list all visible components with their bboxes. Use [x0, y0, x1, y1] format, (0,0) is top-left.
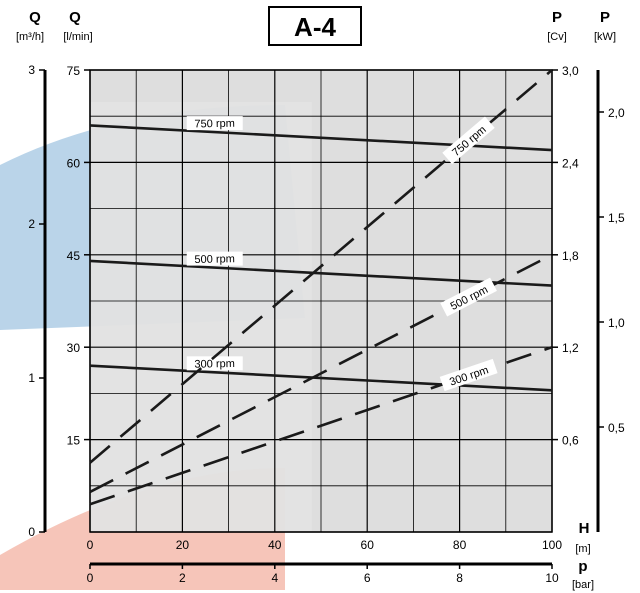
- power-curve-label-bg: [440, 277, 497, 317]
- flow-curve-label-bg: [186, 116, 243, 131]
- p-bar-tick-label: 2: [179, 571, 186, 585]
- h-axis-name: H: [579, 520, 590, 537]
- p-cv-axis-unit: [Cv]: [547, 31, 567, 43]
- h-tick-label: 0: [87, 538, 94, 552]
- p-bar-tick-label: 10: [545, 571, 559, 585]
- p-bar-tick-label: 0: [87, 571, 94, 585]
- flow-curve-line: [89, 259, 553, 287]
- p-kw-axis-name: P: [600, 9, 610, 26]
- flow-curve-label-bg: [186, 251, 243, 266]
- h-tick-label: 20: [176, 538, 190, 552]
- p-kw-tick-label: 0,5: [608, 421, 625, 435]
- q-lmin-tick-label: 75: [67, 64, 81, 78]
- p-kw-tick-label: 1,0: [608, 316, 625, 330]
- flow-curve-line: [89, 124, 553, 152]
- q-lmin-tick-label: 45: [67, 249, 81, 263]
- p-cv-tick-label: 1,8: [562, 249, 579, 263]
- q-m3h-axis-unit: [m³/h]: [16, 31, 44, 43]
- title-box: [268, 6, 362, 46]
- flow-curve-label: 300 rpm: [194, 358, 235, 371]
- h-tick-label: 60: [361, 538, 375, 552]
- q-m3h-tick-label: 3: [28, 63, 35, 77]
- p-bar-axis-unit: [bar]: [572, 579, 594, 591]
- flow-curve-label: 500 rpm: [194, 253, 235, 266]
- p-kw-axis-unit: [kW]: [594, 31, 616, 43]
- p-kw-tick-label: 2,0: [608, 106, 625, 120]
- h-tick-label: 100: [542, 538, 562, 552]
- q-m3h-axis-name: Q: [29, 9, 41, 26]
- power-curve-label-bg: [439, 358, 498, 392]
- q-lmin-tick-label: 30: [67, 341, 81, 355]
- p-bar-tick-label: 8: [456, 571, 463, 585]
- q-m3h-tick-label: 0: [28, 525, 35, 539]
- q-lmin-axis-unit: [l/min]: [63, 31, 92, 43]
- q-lmin-tick-label: 60: [67, 156, 81, 170]
- p-bar-tick-label: 4: [271, 571, 278, 585]
- flow-curve-line: [89, 364, 553, 392]
- chart-title: A-4: [294, 12, 336, 42]
- q-lmin-axis-name: Q: [69, 9, 81, 26]
- q-m3h-tick-label: 2: [28, 217, 35, 231]
- plot-frame: [89, 69, 553, 533]
- p-cv-tick-label: 3,0: [562, 64, 579, 78]
- h-tick-label: 40: [268, 538, 282, 552]
- h-tick-label: 80: [453, 538, 467, 552]
- power-curve-line: [89, 253, 553, 494]
- p-cv-tick-label: 2,4: [562, 156, 579, 170]
- p-bar-tick-label: 6: [364, 571, 371, 585]
- flow-curve-label-bg: [186, 356, 243, 371]
- q-lmin-tick-label: 15: [67, 434, 81, 448]
- plot-light-panel: [90, 102, 312, 532]
- p-cv-tick-label: 0,6: [562, 434, 579, 448]
- h-axis-unit: [m]: [575, 543, 590, 555]
- p-bar-axis-name: p: [578, 558, 587, 575]
- power-curve-label-bg: [442, 116, 495, 165]
- p-cv-tick-label: 1,2: [562, 341, 579, 355]
- flow-curve-label: 750 rpm: [194, 118, 235, 131]
- q-m3h-tick-label: 1: [28, 371, 35, 385]
- p-cv-axis-name: P: [552, 9, 562, 26]
- p-kw-tick-label: 1,5: [608, 211, 625, 225]
